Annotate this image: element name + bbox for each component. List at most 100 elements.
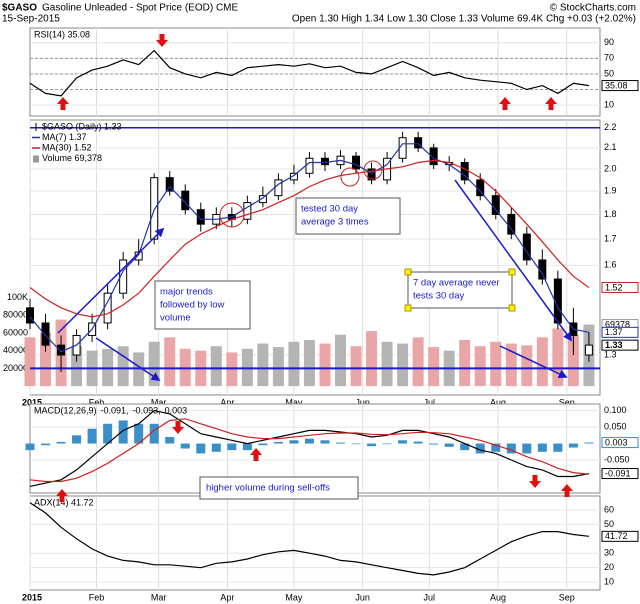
y2-tick-label: 20000 bbox=[3, 363, 28, 373]
y2-tick-label: 80000 bbox=[3, 310, 28, 320]
histogram-bar bbox=[103, 423, 113, 444]
annotation-text: followed by low bbox=[160, 300, 225, 311]
candle-body bbox=[507, 213, 516, 235]
series-line bbox=[29, 143, 590, 353]
touch-circle bbox=[219, 202, 245, 228]
histogram-bar bbox=[320, 440, 330, 444]
annotation-text: 7 day average never bbox=[413, 278, 500, 289]
histogram-bar bbox=[289, 440, 299, 444]
histogram-bar bbox=[211, 443, 221, 452]
series-line bbox=[29, 159, 590, 318]
y-tick-label: 90 bbox=[604, 37, 614, 47]
candle-body bbox=[165, 177, 174, 192]
histogram-bar bbox=[134, 423, 144, 444]
candle-body bbox=[414, 137, 423, 149]
value-box-label: 1.33 bbox=[605, 340, 623, 350]
volume-bar bbox=[272, 347, 284, 387]
red-arrow bbox=[561, 484, 573, 497]
volume-bar bbox=[459, 340, 471, 387]
volume-bar bbox=[210, 346, 222, 387]
histogram-bar bbox=[149, 423, 159, 444]
panel-frame bbox=[29, 27, 601, 117]
volume-bar bbox=[552, 328, 564, 387]
y-tick-label: 10 bbox=[604, 576, 614, 586]
red-arrow bbox=[529, 475, 541, 488]
candle-body bbox=[289, 172, 298, 181]
value-box bbox=[601, 530, 639, 542]
series-line bbox=[29, 409, 590, 487]
value-box-label: 41.72 bbox=[605, 531, 628, 541]
red-arrow bbox=[56, 489, 68, 502]
annotation-text: tested 30 day bbox=[301, 204, 358, 215]
histogram-bar bbox=[398, 440, 408, 444]
volume-bar bbox=[412, 337, 424, 387]
red-arrow bbox=[156, 34, 168, 47]
x-tick-label: May bbox=[285, 397, 303, 407]
histogram-bar bbox=[56, 441, 66, 444]
candle-body bbox=[584, 344, 593, 356]
y2-tick-label: 60000 bbox=[3, 327, 28, 337]
value-box bbox=[601, 281, 639, 293]
annotation-box bbox=[407, 271, 513, 309]
legend-label: Volume 69,378 bbox=[42, 153, 102, 163]
candle-body bbox=[196, 209, 205, 225]
histogram-bar bbox=[522, 443, 532, 454]
red-arrow bbox=[545, 97, 557, 110]
x-tick-label: Jun bbox=[355, 592, 370, 602]
histogram-bar bbox=[382, 443, 392, 445]
handle bbox=[404, 304, 412, 312]
histogram-bar bbox=[336, 442, 346, 444]
volume-bar bbox=[40, 332, 52, 387]
trend-arrow bbox=[454, 179, 573, 342]
volume-bar bbox=[397, 343, 409, 387]
y-tick-label: 20 bbox=[604, 562, 614, 572]
histogram-bar bbox=[429, 443, 439, 445]
y-tick-label: 1.7 bbox=[604, 234, 617, 244]
legend-label: 0.003 bbox=[165, 405, 188, 415]
value-box bbox=[601, 326, 639, 338]
histogram-bar bbox=[72, 435, 82, 444]
quote: Open 1.30 High 1.34 Low 1.30 Close 1.33 … bbox=[292, 14, 636, 25]
volume-bar bbox=[335, 334, 347, 387]
volume-bar bbox=[148, 341, 160, 387]
x-tick-label: Apr bbox=[220, 592, 234, 602]
volume-bar bbox=[257, 343, 269, 387]
volume-bar bbox=[505, 343, 517, 387]
y-tick-label: 2.2 bbox=[604, 122, 617, 132]
handle bbox=[404, 268, 412, 276]
volume-bar bbox=[71, 346, 83, 387]
instrument-name: Gasoline Unleaded - Spot Price (EOD) CME bbox=[42, 3, 239, 14]
histogram-bar bbox=[180, 443, 190, 449]
histogram-bar bbox=[537, 443, 547, 452]
value-box bbox=[601, 80, 639, 92]
y-tick-label: -0.050 bbox=[604, 454, 630, 464]
x-tick-label: Sep bbox=[559, 397, 575, 407]
volume-bar bbox=[474, 346, 486, 387]
source: © StockCharts.com bbox=[550, 3, 636, 14]
annotation-text: tests 30 day bbox=[413, 291, 464, 302]
annotation-text: average 3 times bbox=[301, 217, 369, 228]
value-box bbox=[601, 339, 639, 351]
volume-bar bbox=[490, 341, 502, 387]
x-tick-label: Mar bbox=[151, 397, 167, 407]
x-tick-label: Feb bbox=[89, 592, 105, 602]
histogram-bar bbox=[460, 443, 470, 451]
volume-bar bbox=[381, 341, 393, 387]
histogram-bar bbox=[25, 443, 35, 451]
histogram-bar bbox=[367, 443, 377, 447]
volume-bar bbox=[567, 334, 579, 387]
y-tick-label: 0.100 bbox=[604, 405, 627, 415]
histogram-bar bbox=[351, 443, 361, 445]
y-tick-label: 1.8 bbox=[604, 209, 617, 219]
value-box-label: -0.091 bbox=[605, 468, 631, 478]
value-box bbox=[601, 437, 639, 449]
annotation-box bbox=[154, 280, 251, 330]
candle-body bbox=[150, 177, 159, 240]
panel: 2015 Feb Mar Apr May Jun Jul Aug Sep 2.2 2.1 2.0 1.9… bbox=[3, 119, 639, 407]
red-arrow bbox=[172, 421, 184, 434]
histogram-bar bbox=[273, 441, 283, 444]
histogram-bar bbox=[568, 443, 578, 448]
candle-body bbox=[181, 190, 190, 211]
y-tick-label: 50 bbox=[604, 519, 614, 529]
y-tick-label: 1.3 bbox=[604, 349, 617, 359]
